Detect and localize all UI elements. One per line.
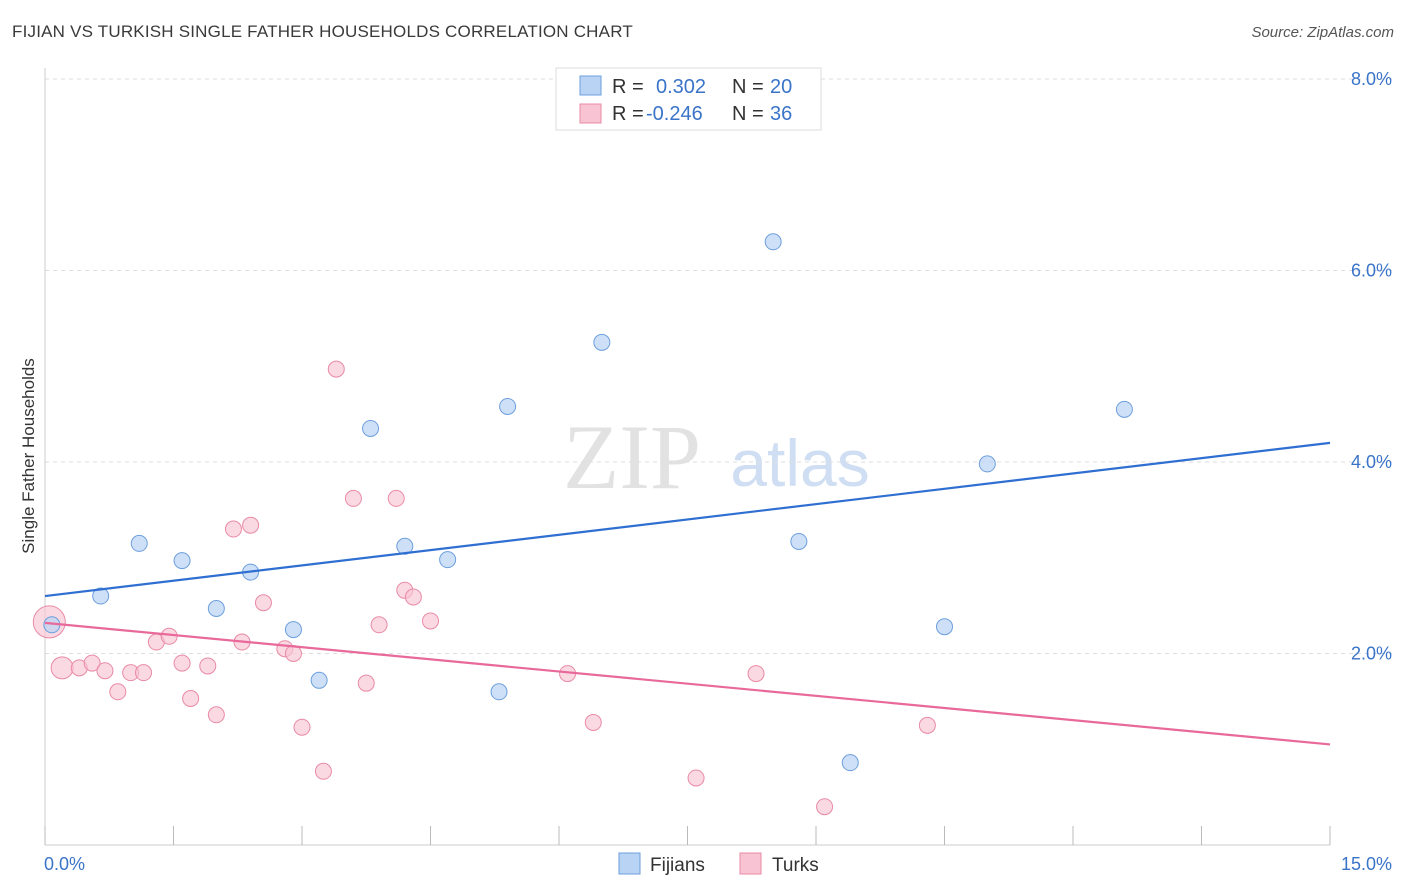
bottom-legend-label-fijians: Fijians — [650, 855, 705, 876]
turks-point — [747, 665, 765, 683]
y-tick-label: 6.0% — [1351, 261, 1392, 281]
legend-r-label-fijians: R = — [612, 76, 644, 98]
turks-point — [207, 706, 225, 724]
legend-n-value-fijians: 20 — [770, 76, 792, 98]
turks-point — [199, 657, 217, 675]
fijians-point — [207, 599, 225, 617]
turks-point — [173, 654, 191, 672]
fijians-point — [499, 397, 517, 415]
turks-point — [182, 690, 200, 708]
turks-point — [422, 612, 439, 630]
legend-n-label-turks: N = — [732, 103, 764, 125]
turks-point — [96, 662, 114, 680]
y-tick-label: 2.0% — [1351, 644, 1392, 664]
legend-swatch-turks — [579, 103, 602, 124]
fijians-point — [790, 532, 808, 550]
correlation-legend: R = 0.302 N = 20 R = -0.246 N = 36 — [555, 67, 822, 131]
legend-n-label-fijians: N = — [732, 76, 764, 98]
turks-point — [109, 683, 127, 701]
fijians-point — [841, 754, 859, 772]
turks-point — [918, 716, 936, 734]
x-tick-label-max: 15.0% — [1341, 854, 1392, 874]
turks-point — [50, 656, 74, 680]
turks-point — [293, 718, 311, 736]
watermark: ZIP atlas — [563, 406, 870, 508]
source-label: Source: ZipAtlas.com — [1251, 24, 1394, 41]
legend-r-label-turks: R = — [612, 103, 644, 125]
turks-point — [83, 654, 101, 672]
y-tick-labels: 2.0% 4.0% 6.0% 8.0% — [1351, 69, 1392, 664]
turks-point — [314, 762, 332, 780]
fijians-point — [764, 233, 782, 251]
turks-point — [160, 627, 178, 645]
turks-point — [404, 588, 422, 606]
fijians-point — [936, 618, 953, 636]
turks-point — [370, 616, 388, 634]
bottom-legend-swatch-fijians — [618, 852, 641, 875]
turks-point — [344, 489, 362, 507]
watermark-atlas: atlas — [730, 426, 869, 500]
x-ticks — [44, 826, 1331, 845]
legend-swatch-fijians — [579, 75, 602, 96]
turks-point — [242, 516, 260, 534]
legend-r-value-fijians: 0.302 — [656, 76, 706, 98]
fijians-point — [1115, 400, 1133, 418]
series-legend: Fijians Turks — [618, 852, 819, 876]
fijians-point — [593, 333, 611, 351]
fijians-points — [43, 233, 1133, 772]
x-tick-label-min: 0.0% — [44, 854, 85, 874]
turks-trend-line — [44, 621, 1331, 746]
watermark-zip: ZIP — [563, 406, 701, 508]
fijians-point — [490, 683, 508, 701]
bottom-legend-swatch-turks — [739, 852, 762, 875]
fijians-point — [130, 534, 148, 552]
bottom-legend-label-turks: Turks — [772, 855, 819, 876]
turks-point — [327, 360, 345, 378]
y-axis-label: Single Father Households — [19, 358, 38, 554]
fijians-point — [92, 587, 110, 605]
y-tick-label: 8.0% — [1351, 69, 1392, 89]
fijians-point — [310, 671, 328, 689]
turks-point — [816, 798, 834, 816]
turks-point — [687, 769, 705, 787]
turks-point — [254, 594, 272, 612]
fijians-point — [284, 621, 302, 639]
chart-title: FIJIAN VS TURKISH SINGLE FATHER HOUSEHOL… — [12, 22, 633, 41]
y-tick-label: 4.0% — [1351, 452, 1392, 472]
legend-r-value-turks: -0.246 — [646, 103, 703, 125]
fijians-point — [362, 419, 380, 437]
turks-point — [135, 664, 153, 682]
turks-point — [224, 520, 242, 538]
turks-point — [387, 489, 405, 507]
trend-lines — [44, 441, 1331, 746]
fijians-point — [173, 552, 191, 570]
turks-point — [357, 674, 375, 692]
fijians-trend-line — [44, 441, 1331, 598]
legend-n-value-turks: 36 — [770, 103, 792, 125]
fijians-point — [439, 551, 457, 569]
fijians-point — [978, 455, 996, 473]
turks-point — [584, 713, 602, 731]
